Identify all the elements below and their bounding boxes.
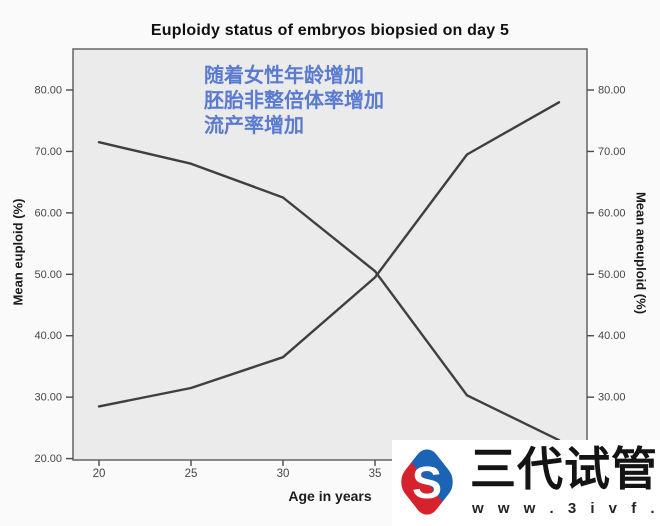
chart-title: Euploidy status of embryos biopsied on d… [150, 22, 510, 39]
x-tick-label: 20 [93, 468, 106, 480]
y-tick-label-left: 30.00 [34, 392, 62, 404]
y-axis-label-right: Mean aneuploid (%) [633, 191, 649, 315]
annotation-line: 流产率增加 [204, 115, 304, 137]
y-tick-label-left: 20.00 [34, 453, 62, 465]
y-axis-label-left: Mean euploid (%) [10, 198, 26, 306]
x-tick-label: 35 [369, 468, 382, 480]
logo-letter: S [412, 457, 442, 508]
y-tick-label-left: 70.00 [34, 146, 62, 158]
y-tick-label-right: 40.00 [598, 330, 626, 342]
y-tick-label-right: 30.00 [598, 392, 626, 404]
series-line-aneuploid [97, 101, 561, 408]
y-tick-label-right: 60.00 [598, 207, 626, 219]
series-line-euploid [97, 140, 561, 442]
brand-name: 三代试管 [470, 443, 658, 495]
y-tick-label-right: 80.00 [598, 85, 626, 97]
y-tick-label-left: 60.00 [34, 207, 62, 219]
y-tick-label-left: 40.00 [34, 330, 62, 342]
x-axis-label: Age in years [288, 488, 372, 504]
annotation-line: 胚胎非整倍体率增加 [204, 90, 384, 112]
y-tick-label-right: 70.00 [598, 146, 626, 158]
brand-url: w w w . 3 i v f . c o m [472, 500, 660, 517]
annotation-line: 随着女性年龄增加 [204, 65, 364, 87]
watermark: S 三代试管 w w w . 3 i v f . c o m [392, 440, 660, 526]
y-tick-label-left: 50.00 [34, 269, 62, 281]
brand-logo-icon: S [401, 449, 453, 515]
annotation-text: 随着女性年龄增加 胚胎非整倍体率增加 流产率增加 [204, 64, 384, 139]
y-tick-label-right: 50.00 [598, 269, 626, 281]
y-tick-label-left: 80.00 [34, 85, 62, 97]
x-tick-label: 25 [185, 468, 198, 480]
plot-frame [72, 48, 588, 461]
x-tick-label: 30 [277, 468, 290, 480]
